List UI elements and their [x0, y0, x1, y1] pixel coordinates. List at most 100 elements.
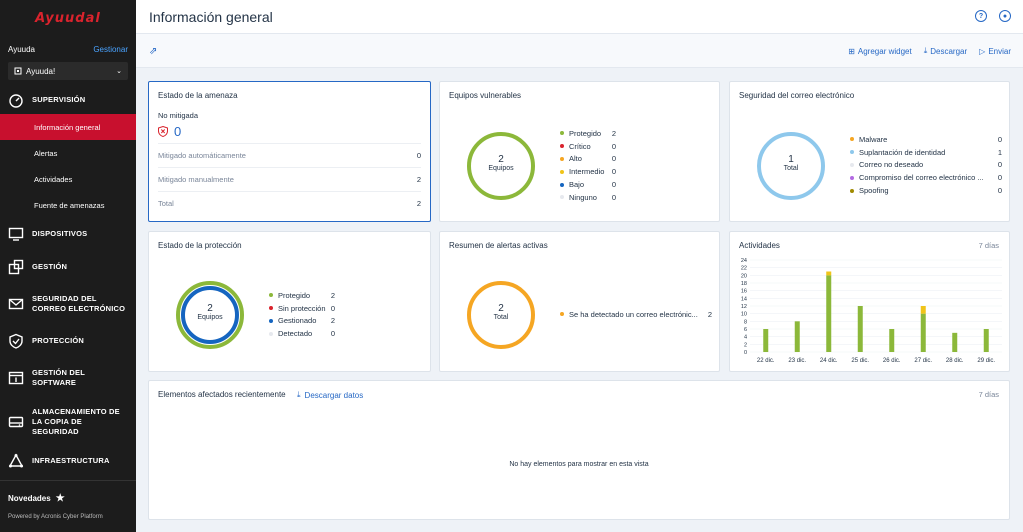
legend-item[interactable]: Ninguno 0 [560, 191, 616, 204]
chart-y-tick-label: 20 [741, 273, 747, 279]
protection-status-widget[interactable]: Estado de la protección 2 Equipos Proteg… [148, 231, 431, 372]
nav-management-label: GESTIÓN [32, 262, 68, 271]
legend-item[interactable]: Spoofing 0 [850, 184, 1002, 197]
chart-bar-segment [920, 306, 926, 314]
chart-x-tick-label: 26 dic. [883, 358, 901, 364]
legend-label: Ninguno [569, 192, 597, 202]
legend-label: Detectado [278, 329, 313, 339]
threat-row: Mitigado manualmente 2 [158, 167, 421, 191]
nav-backup-storage[interactable]: ALMACENAMIENTO DE LA COPIA DE SEGURIDAD [0, 398, 136, 446]
nav-management[interactable]: GESTIÓN [0, 250, 136, 284]
vulnerable-caption: Equipos [488, 165, 514, 172]
chart-x-tick-label: 29 dic. [977, 358, 995, 364]
email-caption: Total [783, 165, 799, 172]
send-label: Enviar [988, 46, 1011, 56]
manage-link[interactable]: Gestionar [93, 44, 128, 54]
send-button[interactable]: ▷ Enviar [979, 46, 1011, 56]
legend-item[interactable]: Bajo 0 [560, 178, 616, 191]
threat-unmitigated-count[interactable]: 0 [158, 124, 181, 139]
alerts-donut[interactable] [465, 279, 537, 351]
nav-supervision[interactable]: SUPERVISIÓN [0, 86, 136, 114]
nav-infrastructure[interactable]: INFRAESTRUCTURA [0, 446, 136, 476]
nav-devices[interactable]: DISPOSITIVOS [0, 218, 136, 250]
threat-row-label: Mitigado automáticamente [158, 151, 246, 160]
nav-item-activities[interactable]: Actividades [0, 166, 136, 192]
nav-protection[interactable]: PROTECCIÓN [0, 324, 136, 358]
nav-email-security[interactable]: SEGURIDAD DEL CORREO ELECTRÓNICO [0, 284, 136, 324]
legend-label: Protegido [569, 128, 602, 138]
protection-donut[interactable] [174, 279, 246, 351]
legend-item[interactable]: Detectado 0 [269, 327, 335, 340]
legend-value: 0 [997, 186, 1002, 196]
legend-label: Correo no deseado [859, 160, 924, 170]
chart-y-tick-label: 0 [744, 350, 747, 356]
page-header: Información general ? ● [136, 0, 1023, 34]
download-data-link[interactable]: ⤓ Descargar datos [297, 390, 363, 400]
chart-x-tick-label: 23 dic. [788, 358, 806, 364]
legend-item[interactable]: Se ha detectado un correo electrónic... 2 [560, 308, 712, 321]
download-data-label: Descargar datos [304, 390, 364, 400]
help-icon[interactable]: ? [975, 10, 987, 22]
legend-label: Se ha detectado un correo electrónic... [569, 309, 698, 319]
chart-y-tick-label: 18 [741, 281, 747, 287]
legend-item[interactable]: Intermedio 0 [560, 165, 616, 178]
brand-logo[interactable]: Ayuudal [0, 0, 136, 36]
threat-unmitigated-label: No mitigada [158, 111, 199, 120]
legend-item[interactable]: Protegido 2 [269, 289, 335, 302]
vulnerable-donut[interactable] [465, 130, 537, 202]
legend-dot [560, 169, 564, 174]
nav-item-alerts[interactable]: Alertas [0, 140, 136, 166]
chart-bar-segment [826, 271, 832, 276]
activities-widget[interactable]: Actividades 7 días 0 2 4 6 8 10 12 14 16 18 20 22 24… [729, 231, 1010, 372]
account-row: Ayuuda Gestionar [0, 42, 136, 56]
nav-item-threat-feed[interactable]: Fuente de amenazas [0, 192, 136, 218]
nav-devices-label: DISPOSITIVOS [32, 229, 88, 238]
threat-row: Mitigado automáticamente 0 [158, 143, 421, 167]
email-security-widget[interactable]: Seguridad del correo electrónico 1 Total… [729, 81, 1010, 222]
threat-row-label: Mitigado manualmente [158, 175, 234, 184]
chart-x-tick-label: 25 dic. [851, 358, 869, 364]
active-alerts-widget[interactable]: Resumen de alertas activas 2 Total Se ha… [439, 231, 720, 372]
legend-item[interactable]: Correo no deseado 0 [850, 159, 1002, 172]
user-icon[interactable]: ● [999, 10, 1011, 22]
legend-item[interactable]: Malware 0 [850, 133, 1002, 146]
expand-icon[interactable]: ⇗ [149, 46, 158, 57]
email-donut[interactable] [755, 130, 827, 202]
legend-value: 2 [330, 316, 335, 326]
chart-bar [857, 306, 863, 352]
tenant-selector[interactable]: Ayuuda! ⌄ [8, 62, 128, 80]
chart-bar [794, 321, 800, 352]
recent-items-widget[interactable]: Elementos afectados recientemente ⤓ Desc… [148, 380, 1010, 520]
threat-status-widget[interactable]: Estado de la amenaza No mitigada 0 Mitig… [148, 81, 431, 222]
download-button[interactable]: ⤓ Descargar [924, 46, 967, 56]
legend-item[interactable]: Crítico 0 [560, 140, 616, 153]
alerts-caption: Total [493, 314, 509, 321]
email-legend: Malware 0 Suplantación de identidad 1 Corr… [850, 133, 1002, 197]
nav-software[interactable]: GESTIÓN DEL SOFTWARE [0, 358, 136, 398]
legend-item[interactable]: Alto 0 [560, 153, 616, 166]
nav-item-general[interactable]: Información general [0, 114, 136, 140]
legend-item[interactable]: Compromiso del correo electrónico ... 0 [850, 171, 1002, 184]
legend-dot [269, 293, 273, 298]
chart-bar [826, 275, 832, 352]
chart-y-tick-label: 22 [741, 266, 747, 272]
legend-label: Alto [569, 154, 582, 164]
add-widget-button[interactable]: ⊞ Agregar widget [848, 46, 912, 56]
legend-item[interactable]: Gestionado 2 [269, 315, 335, 328]
legend-dot [850, 175, 854, 180]
legend-label: Crítico [569, 141, 591, 151]
vulnerable-machines-widget[interactable]: Equipos vulnerables 2 Equipos Protegido 2… [439, 81, 720, 222]
legend-item[interactable]: Sin protección 0 [269, 302, 335, 315]
legend-value: 0 [611, 167, 616, 177]
nav-item-general-label: Información general [34, 122, 101, 132]
chart-x-tick-label: 24 dic. [820, 358, 838, 364]
news-link[interactable]: Novedades ★ [0, 481, 136, 504]
legend-item[interactable]: Suplantación de identidad 1 [850, 146, 1002, 159]
star-icon: ★ [55, 493, 65, 504]
protection-caption: Equipos [197, 314, 223, 321]
legend-label: Compromiso del correo electrónico ... [859, 173, 984, 183]
building-icon [14, 67, 22, 75]
threat-row-value: 0 [416, 151, 421, 160]
legend-item[interactable]: Protegido 2 [560, 127, 616, 140]
